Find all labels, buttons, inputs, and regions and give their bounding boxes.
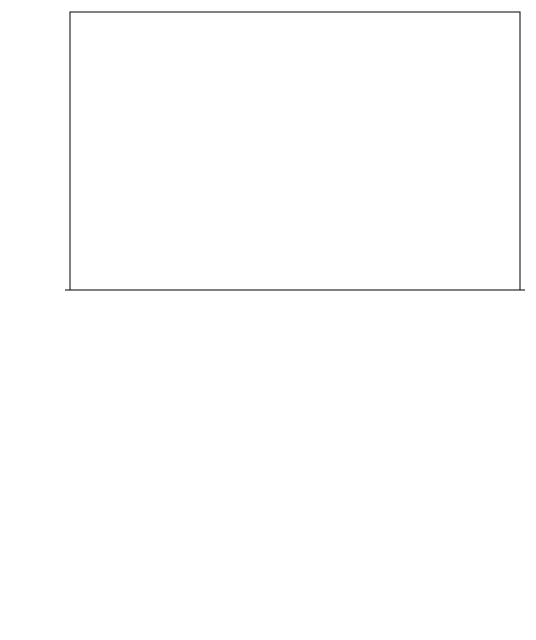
figure-root bbox=[0, 0, 536, 640]
plot-frame bbox=[70, 12, 520, 290]
